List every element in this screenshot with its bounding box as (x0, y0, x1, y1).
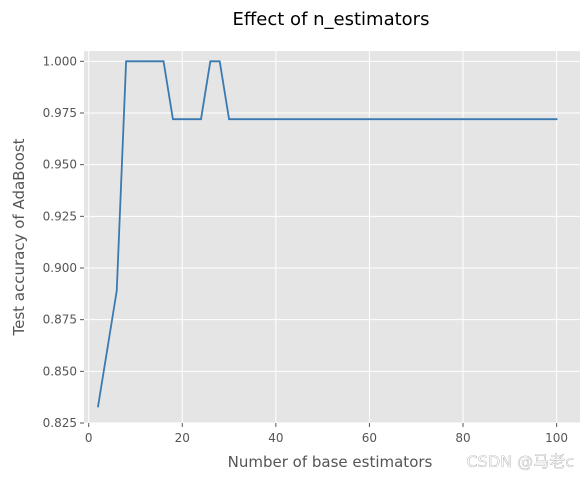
data-point (106, 347, 109, 350)
data-point (471, 118, 474, 121)
data-point (555, 118, 558, 121)
x-tick-label: 80 (455, 431, 470, 445)
data-point (218, 60, 221, 63)
series-line (97, 60, 558, 408)
data-point (284, 118, 287, 121)
data-point (368, 118, 371, 121)
chart-title: Effect of n_estimators (233, 9, 430, 30)
data-point (331, 118, 333, 121)
data-point (396, 118, 399, 121)
plot-area (84, 51, 580, 423)
data-point (518, 118, 521, 121)
data-point (546, 118, 549, 121)
y-tick-label: 0.925 (43, 209, 77, 223)
data-point (527, 118, 530, 121)
y-tick-label: 1.000 (43, 54, 77, 68)
y-tick-label: 0.900 (43, 261, 77, 275)
data-point (143, 60, 146, 63)
data-point (340, 118, 343, 121)
data-point (312, 118, 315, 121)
y-tick-label: 0.975 (43, 106, 77, 120)
data-point (303, 118, 305, 121)
data-point (508, 118, 511, 121)
data-point (134, 60, 137, 63)
data-point (274, 118, 277, 121)
watermark-text: CSDN @马老c (466, 452, 574, 471)
data-point (536, 118, 539, 121)
y-tick-label: 0.950 (43, 158, 77, 172)
data-point (480, 118, 483, 121)
data-point (424, 118, 427, 121)
x-tick-label: 40 (268, 431, 283, 445)
data-point (443, 118, 446, 121)
data-point (228, 118, 230, 121)
data-point (125, 60, 128, 63)
data-point (97, 405, 99, 408)
data-point (405, 118, 408, 121)
y-tick-label: 0.875 (43, 313, 77, 327)
data-point (246, 118, 249, 121)
data-point (321, 118, 324, 121)
x-axis-label: Number of base estimators (228, 453, 433, 471)
data-point (293, 118, 296, 121)
data-point (200, 118, 202, 121)
data-point (162, 60, 165, 63)
data-point (490, 118, 492, 121)
data-point (153, 60, 156, 63)
y-axis-label: Test accuracy of AdaBoost (10, 138, 28, 336)
x-tick-label: 60 (362, 431, 377, 445)
data-point (265, 118, 268, 121)
x-tick-label: 100 (545, 431, 568, 445)
y-tick-label: 0.825 (43, 416, 77, 430)
grid (84, 51, 580, 424)
data-point (181, 118, 184, 121)
data-point (209, 60, 212, 63)
data-point (349, 118, 352, 121)
data-point (415, 118, 418, 121)
data-point (452, 118, 455, 121)
x-tick-label: 20 (175, 431, 190, 445)
data-point (499, 118, 502, 121)
x-tick-label: 0 (85, 431, 93, 445)
data-point (172, 118, 174, 121)
data-point (359, 118, 361, 121)
data-point (434, 118, 436, 121)
data-point (462, 118, 464, 121)
data-point (115, 289, 118, 292)
data-point (377, 118, 380, 121)
y-tick-label: 0.850 (43, 364, 77, 378)
data-point (190, 118, 193, 121)
data-point (237, 118, 240, 121)
data-point (387, 118, 390, 121)
data-point (256, 118, 259, 121)
series-layer (97, 60, 558, 408)
axis-ticks: 0 20 40 60 80 100 0.825 0.850 0.875 0.900 0.925 0.9… (43, 54, 568, 445)
